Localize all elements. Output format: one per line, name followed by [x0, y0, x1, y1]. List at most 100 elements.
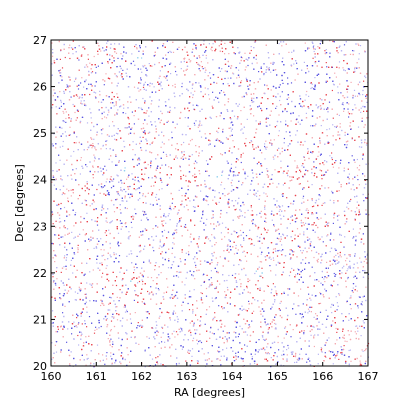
- data-point: [133, 86, 136, 88]
- data-point: [138, 343, 140, 345]
- data-point: [115, 253, 117, 255]
- data-point: [127, 186, 129, 188]
- data-point: [153, 86, 155, 88]
- data-point: [93, 55, 95, 58]
- data-point: [52, 276, 54, 278]
- data-point: [189, 61, 191, 63]
- data-point: [237, 203, 239, 205]
- data-point: [313, 335, 315, 337]
- data-point: [330, 232, 332, 234]
- data-point: [249, 52, 251, 54]
- data-point: [67, 200, 69, 203]
- data-point: [123, 306, 125, 308]
- data-point: [136, 164, 138, 166]
- data-point: [100, 238, 102, 240]
- data-point: [67, 86, 69, 89]
- data-point: [68, 114, 70, 116]
- data-point: [314, 77, 316, 79]
- data-point: [184, 284, 186, 286]
- data-point: [266, 168, 268, 170]
- data-point: [63, 226, 65, 228]
- data-point: [123, 107, 125, 109]
- data-point: [356, 167, 358, 169]
- data-point: [310, 87, 312, 90]
- data-point: [332, 354, 335, 356]
- data-point: [180, 225, 182, 227]
- data-point: [238, 52, 240, 54]
- data-point: [293, 63, 295, 65]
- data-point: [109, 341, 111, 343]
- data-point: [106, 178, 108, 180]
- data-point: [132, 178, 134, 180]
- data-point: [162, 264, 164, 266]
- data-point: [266, 285, 268, 287]
- data-point: [362, 158, 364, 160]
- data-point: [341, 353, 343, 355]
- data-point: [247, 280, 249, 283]
- data-point: [247, 209, 249, 211]
- data-point: [54, 344, 56, 346]
- data-point: [309, 82, 312, 84]
- data-point: [141, 279, 143, 281]
- data-point: [76, 326, 78, 328]
- data-point: [294, 160, 296, 162]
- data-point: [144, 130, 146, 132]
- data-point: [96, 188, 98, 191]
- data-point: [70, 155, 72, 157]
- data-point: [175, 363, 178, 365]
- data-point: [324, 352, 326, 354]
- data-point: [279, 214, 281, 216]
- data-point: [64, 227, 66, 229]
- data-point: [62, 192, 64, 194]
- data-point: [125, 52, 127, 54]
- data-point: [142, 86, 145, 88]
- data-point: [262, 277, 264, 279]
- data-point: [267, 332, 269, 334]
- data-point: [82, 46, 84, 48]
- data-point: [313, 345, 315, 348]
- data-point: [165, 153, 167, 156]
- data-point: [208, 286, 210, 288]
- data-point: [131, 226, 133, 229]
- data-point: [292, 251, 294, 253]
- data-point: [194, 90, 196, 92]
- data-point: [215, 286, 218, 288]
- data-point: [66, 254, 68, 256]
- data-point: [320, 217, 322, 219]
- data-point: [89, 62, 91, 64]
- data-point: [303, 105, 305, 107]
- data-point: [304, 262, 307, 264]
- data-point: [281, 205, 284, 207]
- data-point: [130, 322, 132, 324]
- data-point: [101, 187, 103, 189]
- data-point: [281, 244, 283, 246]
- data-point: [320, 125, 322, 127]
- data-point: [335, 254, 337, 256]
- data-point: [214, 40, 216, 42]
- data-point: [297, 121, 299, 123]
- data-point: [77, 88, 80, 90]
- data-point: [194, 278, 196, 280]
- data-point: [101, 107, 103, 109]
- data-point: [235, 280, 237, 282]
- data-point: [337, 200, 339, 202]
- data-point: [158, 89, 160, 91]
- data-point: [133, 123, 135, 125]
- data-point: [272, 182, 274, 184]
- data-point: [276, 294, 278, 296]
- data-point: [270, 357, 272, 359]
- data-point: [279, 153, 281, 155]
- data-point: [105, 117, 108, 119]
- data-point: [136, 294, 138, 296]
- data-point: [236, 77, 238, 79]
- data-point: [273, 259, 275, 261]
- data-point: [211, 46, 213, 48]
- data-point: [317, 353, 319, 355]
- data-point: [184, 74, 186, 76]
- data-point: [326, 261, 328, 263]
- data-point: [359, 94, 361, 96]
- data-point: [131, 111, 133, 113]
- data-point: [352, 287, 354, 289]
- data-point: [295, 134, 297, 136]
- data-point: [254, 299, 256, 301]
